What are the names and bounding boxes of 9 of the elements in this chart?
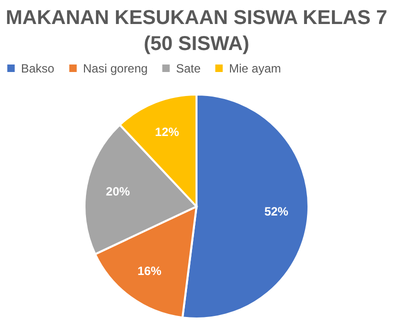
legend-label: Mie ayam xyxy=(229,61,282,76)
data-label: 12% xyxy=(155,125,180,140)
data-label: 52% xyxy=(264,204,289,219)
chart-title: MAKANAN KESUKAAN SISWA KELAS 7 (50 SISWA) xyxy=(6,7,388,55)
legend-label: Sate xyxy=(176,61,202,76)
legend-label: Bakso xyxy=(21,61,55,76)
data-label: 20% xyxy=(106,184,130,199)
legend-label: Nasi goreng xyxy=(83,61,148,76)
data-label: 16% xyxy=(137,264,162,278)
